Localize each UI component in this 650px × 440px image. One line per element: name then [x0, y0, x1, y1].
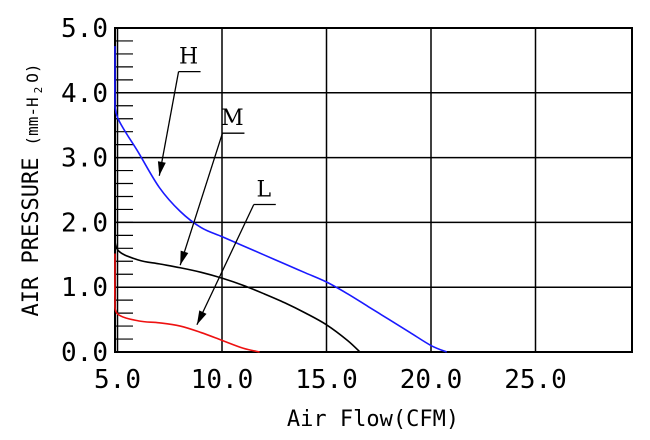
series-line-l: [114, 253, 260, 353]
y-tick-label: 0.0: [61, 338, 108, 368]
curve-label-l: L: [256, 177, 271, 202]
series-line-h: [114, 46, 447, 353]
y-tick-label: 5.0: [61, 14, 108, 44]
y-axis-title-main: AIR PRESSURE: [19, 158, 44, 317]
grid-lines: [115, 28, 632, 352]
series-line-m: [114, 187, 361, 353]
x-tick-label: 25.0: [504, 365, 567, 395]
y-axis-title-tail: O): [23, 63, 42, 82]
y-tick-label: 4.0: [61, 79, 108, 109]
y-tick-labels: 0.0 1.0 2.0 3.0 4.0 5.0: [61, 14, 108, 368]
x-tick-label: 20.0: [400, 365, 463, 395]
arrowhead-h: [157, 161, 166, 176]
x-tick-label: 15.0: [295, 365, 358, 395]
y-axis-title-subscript: 2: [32, 87, 45, 94]
leader-line-h: [158, 71, 180, 176]
curve-label-m: M: [221, 106, 244, 131]
x-tick-label: 10.0: [191, 365, 254, 395]
curve-annotations: H M L: [157, 45, 276, 326]
x-tick-labels: 5.0 10.0 15.0 20.0 25.0: [94, 365, 567, 395]
y-axis-title-unit: (mm-H: [23, 97, 42, 145]
y-tick-label: 1.0: [61, 273, 108, 303]
leader-line-m: [179, 133, 224, 266]
y-tick-label: 2.0: [61, 208, 108, 238]
arrowhead-m: [180, 250, 189, 266]
x-tick-label: 5.0: [94, 365, 141, 395]
y-tick-label: 3.0: [61, 144, 108, 174]
arrowhead-l: [196, 310, 207, 325]
series-curves: [114, 46, 447, 353]
x-axis-title: Air Flow(CFM): [287, 407, 459, 432]
y-axis-title: AIR PRESSURE (mm-H 2 O): [19, 63, 46, 316]
leader-line-l: [196, 204, 255, 326]
plot-frame: [114, 27, 633, 353]
curve-label-h: H: [179, 45, 198, 70]
